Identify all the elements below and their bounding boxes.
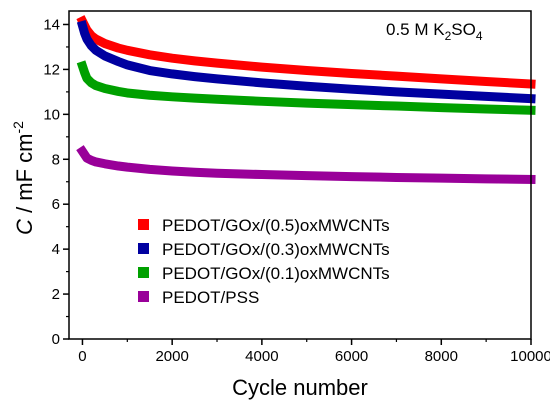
x-tick-label: 8000: [425, 348, 458, 365]
x-tick-label: 0: [78, 348, 86, 365]
series-layer: [76, 15, 536, 185]
y-tick-label: 4: [52, 241, 60, 258]
series-line-3: [76, 60, 536, 115]
labels-layer: 0 2000 4000 6000 8000 10000 0 2 4 6 8 10 12 14: [43, 16, 550, 365]
series-line-4: [76, 145, 536, 185]
y-tick-label: 0: [52, 331, 60, 348]
legend-swatch-3: [138, 267, 149, 278]
legend-label-4: PEDOT/PSS: [162, 288, 259, 307]
legend-label-1: PEDOT/GOx/(0.5)oxMWCNTs: [162, 216, 390, 235]
legend-swatch-4: [138, 291, 149, 302]
y-tick-label: 2: [52, 286, 60, 303]
series-line-1: [76, 15, 536, 89]
annotation-text: 0.5 M K2SO4: [386, 20, 483, 43]
legend-label-3: PEDOT/GOx/(0.1)oxMWCNTs: [162, 264, 390, 283]
x-axis-title: Cycle number: [232, 375, 368, 400]
y-tick-label: 12: [43, 61, 60, 78]
legend: PEDOT/GOx/(0.5)oxMWCNTs PEDOT/GOx/(0.3)ox…: [138, 216, 390, 307]
y-tick-label: 10: [43, 106, 60, 123]
x-tick-label: 6000: [335, 348, 368, 365]
x-tick-label: 10000: [510, 348, 550, 365]
legend-swatch-2: [138, 243, 149, 254]
x-tick-label: 4000: [245, 348, 278, 365]
x-tick-label: 2000: [155, 348, 188, 365]
axes-layer: [63, 10, 532, 345]
y-tick-label: 14: [43, 16, 60, 33]
plot-frame: [68, 10, 532, 340]
y-axis-title: C / mF cm-2: [10, 121, 37, 235]
y-tick-label: 8: [52, 151, 60, 168]
series-line-2: [76, 20, 536, 104]
legend-label-2: PEDOT/GOx/(0.3)oxMWCNTs: [162, 240, 390, 259]
y-tick-label: 6: [52, 196, 60, 213]
legend-swatch-1: [138, 219, 149, 230]
